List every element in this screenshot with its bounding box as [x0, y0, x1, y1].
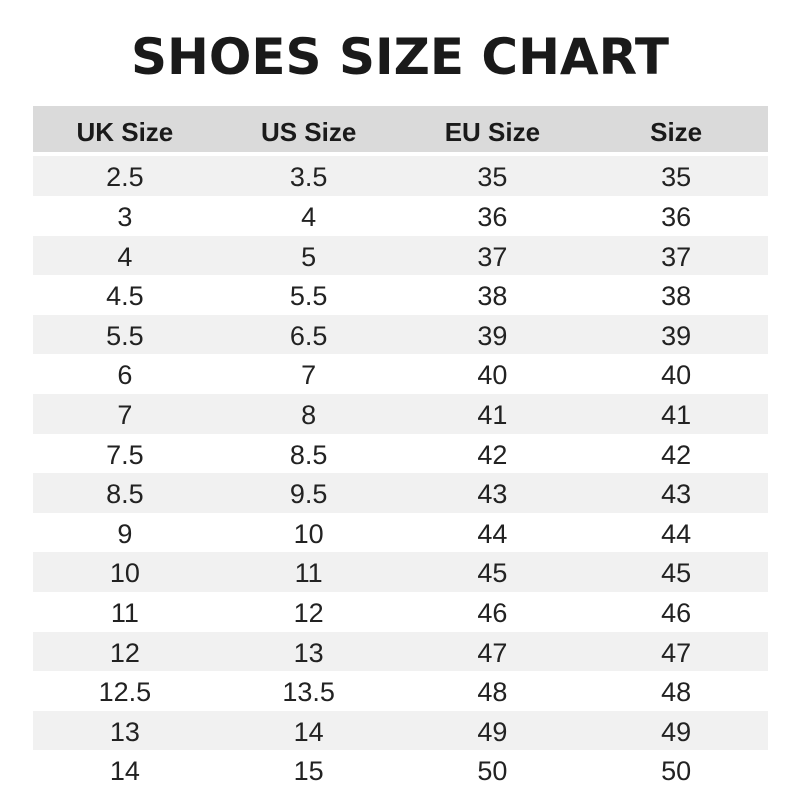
cell-eu-size: 47: [477, 637, 508, 668]
cell-eu-size: 49: [477, 716, 508, 747]
cell-size: 49: [661, 716, 692, 747]
table-row: 14 15 50 50: [33, 750, 768, 790]
cell-us-size: 3.5: [289, 162, 328, 193]
cell-uk-size: 5.5: [106, 320, 144, 351]
cell-uk-size: 4.5: [106, 281, 144, 312]
cell-eu-size: 40: [477, 360, 508, 391]
cell-eu-size: 50: [477, 756, 508, 787]
table-header: UK Size US Size EU Size Size: [33, 106, 768, 152]
cell-uk-size: 9: [117, 518, 133, 549]
header-eu-size: EU Size: [444, 117, 541, 147]
cell-size: 50: [661, 756, 692, 787]
cell-us-size: 11: [294, 558, 323, 589]
cell-size: 38: [661, 281, 692, 312]
table-body: 2.5 3.5 35 35 3 4 36 36 4 5 37 37 4.5 5.5 38 38 5.5 6.5 39…: [33, 156, 768, 790]
cell-size: 35: [661, 162, 692, 193]
size-chart-table: UK Size US Size EU Size Size 2.5 3.5 35 35 3…: [33, 106, 768, 790]
cell-eu-size: 42: [477, 439, 508, 470]
table-row: 6 7 40 40: [33, 354, 768, 394]
cell-eu-size: 44: [477, 518, 508, 549]
cell-uk-size: 13: [109, 716, 140, 747]
cell-eu-size: 36: [477, 201, 508, 232]
table-row: 7.5 8.5 42 42: [33, 434, 768, 474]
cell-eu-size: 37: [477, 241, 508, 272]
cell-us-size: 15: [293, 756, 324, 787]
cell-us-size: 13: [293, 637, 324, 668]
table-row: 12 13 47 47: [33, 631, 768, 672]
cell-us-size: 9.5: [289, 479, 328, 510]
cell-eu-size: 38: [477, 281, 508, 312]
table-row: 4 5 37 37: [33, 235, 768, 276]
cell-size: 46: [661, 597, 692, 628]
page-title: SHOES SIZE CHART: [131, 28, 669, 86]
header-size: Size: [650, 117, 703, 147]
cell-us-size: 12: [293, 597, 324, 628]
cell-eu-size: 45: [477, 558, 508, 589]
cell-uk-size: 14: [109, 756, 140, 787]
cell-uk-size: 11: [110, 597, 139, 628]
cell-size: 40: [661, 360, 692, 391]
table-row: 8.5 9.5 43 43: [33, 473, 768, 513]
cell-uk-size: 10: [109, 558, 140, 589]
cell-size: 41: [661, 399, 692, 430]
cell-us-size: 13.5: [282, 677, 335, 708]
table-row: 3 4 36 36: [33, 196, 768, 236]
cell-uk-size: 3: [117, 201, 133, 232]
cell-eu-size: 48: [477, 677, 508, 708]
table-row: 13 14 49 49: [33, 710, 768, 751]
cell-size: 39: [661, 320, 692, 351]
cell-uk-size: 8.5: [106, 479, 144, 510]
cell-eu-size: 43: [477, 479, 508, 510]
cell-size: 47: [661, 637, 692, 668]
table-row: 12.5 13.5 48 48: [33, 671, 768, 711]
cell-us-size: 6.5: [289, 320, 328, 351]
cell-us-size: 8: [301, 399, 317, 430]
cell-eu-size: 35: [477, 162, 508, 193]
cell-us-size: 8.5: [289, 439, 328, 470]
table-row: 9 10 44 44: [33, 513, 768, 553]
cell-us-size: 7: [301, 360, 317, 391]
cell-us-size: 14: [293, 716, 324, 747]
table-row: 7 8 41 41: [33, 393, 768, 434]
cell-uk-size: 6: [117, 360, 133, 391]
cell-size: 42: [661, 439, 692, 470]
table-row: 2.5 3.5 35 35: [33, 156, 768, 196]
cell-uk-size: 2.5: [106, 162, 144, 193]
header-us-size: US Size: [260, 117, 357, 147]
cell-uk-size: 12.5: [98, 677, 152, 708]
cell-uk-size: 7: [117, 399, 133, 430]
cell-size: 37: [661, 241, 692, 272]
cell-us-size: 4: [301, 201, 317, 232]
table-row: 5.5 6.5 39 39: [33, 314, 768, 355]
cell-eu-size: 41: [477, 399, 508, 430]
cell-us-size: 5.5: [289, 281, 328, 312]
cell-uk-size: 7.5: [106, 439, 144, 470]
cell-us-size: 10: [293, 518, 324, 549]
cell-size: 44: [661, 518, 692, 549]
header-uk-size: UK Size: [76, 117, 174, 147]
cell-uk-size: 4: [117, 241, 133, 272]
cell-eu-size: 39: [477, 320, 508, 351]
cell-size: 36: [661, 201, 692, 232]
cell-us-size: 5: [301, 241, 317, 272]
cell-eu-size: 46: [477, 597, 508, 628]
cell-uk-size: 12: [109, 637, 140, 668]
cell-size: 43: [661, 479, 692, 510]
cell-size: 45: [661, 558, 692, 589]
table-row: 11 12 46 46: [33, 592, 768, 632]
table-row: 10 11 45 45: [33, 552, 768, 592]
cell-size: 48: [661, 677, 692, 708]
table-row: 4.5 5.5 38 38: [33, 275, 768, 315]
